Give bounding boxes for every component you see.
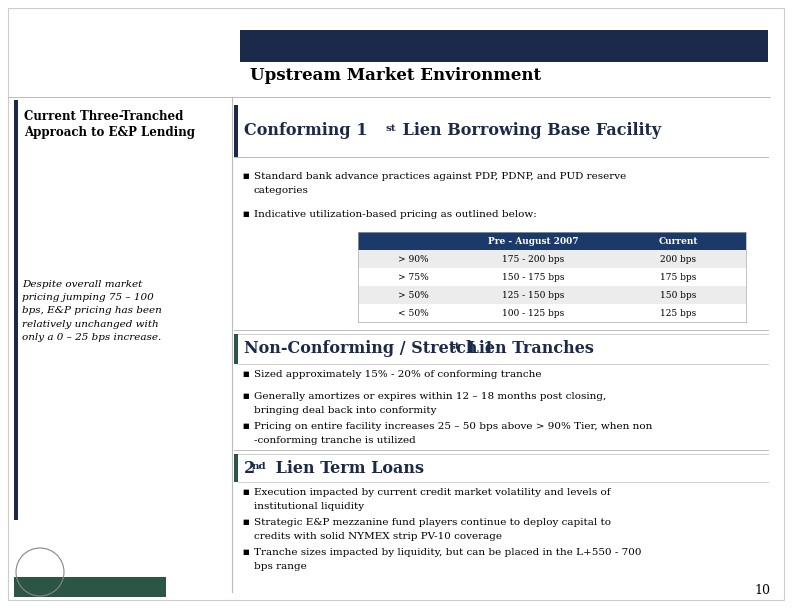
Text: 150 bps: 150 bps: [660, 291, 696, 299]
Text: -conforming tranche is utilized: -conforming tranche is utilized: [254, 436, 416, 445]
Bar: [234, 454, 238, 482]
Bar: [358, 232, 746, 250]
Text: Execution impacted by current credit market volatility and levels of: Execution impacted by current credit mar…: [254, 488, 611, 497]
Bar: [358, 286, 746, 304]
Bar: [240, 30, 768, 62]
Text: 125 - 150 bps: 125 - 150 bps: [502, 291, 564, 299]
Text: ■: ■: [242, 172, 249, 180]
Text: 10: 10: [754, 584, 770, 597]
Bar: [234, 334, 238, 364]
Text: Approach to E&P Lending: Approach to E&P Lending: [24, 126, 195, 139]
Text: > 75%: > 75%: [398, 272, 428, 282]
Text: nd: nd: [252, 462, 267, 471]
Text: categories: categories: [254, 186, 309, 195]
Text: st: st: [450, 342, 461, 351]
Bar: [14, 100, 18, 520]
Text: Current Three-Tranched: Current Three-Tranched: [24, 110, 184, 123]
Text: bringing deal back into conformity: bringing deal back into conformity: [254, 406, 436, 415]
Text: ■: ■: [242, 548, 249, 556]
Text: 2: 2: [244, 460, 255, 477]
Bar: [358, 268, 746, 286]
Bar: [358, 304, 746, 322]
Bar: [14, 577, 166, 597]
Text: 175 - 200 bps: 175 - 200 bps: [502, 255, 564, 264]
Text: Sized approximately 15% - 20% of conforming tranche: Sized approximately 15% - 20% of conform…: [254, 370, 542, 379]
Text: > 90%: > 90%: [398, 255, 428, 264]
Bar: [358, 250, 746, 268]
Text: Standard bank advance practices against PDP, PDNP, and PUD reserve: Standard bank advance practices against …: [254, 172, 626, 181]
Text: st: st: [385, 124, 396, 133]
Text: Conforming 1: Conforming 1: [244, 122, 367, 139]
Text: ■: ■: [242, 488, 249, 496]
Text: > 50%: > 50%: [398, 291, 428, 299]
Text: Generally amortizes or expires within 12 – 18 months post closing,: Generally amortizes or expires within 12…: [254, 392, 606, 401]
Text: ■: ■: [242, 370, 249, 378]
Text: Upstream Market Environment: Upstream Market Environment: [250, 67, 541, 83]
Text: 175 bps: 175 bps: [660, 272, 696, 282]
Text: Current: Current: [658, 236, 698, 245]
Text: ■: ■: [242, 392, 249, 400]
Text: institutional liquidity: institutional liquidity: [254, 502, 364, 511]
Text: 100 - 125 bps: 100 - 125 bps: [502, 308, 564, 318]
Text: Non-Conforming / Stretch 1: Non-Conforming / Stretch 1: [244, 340, 494, 357]
Text: 150 - 175 bps: 150 - 175 bps: [502, 272, 564, 282]
Text: Lien Borrowing Base Facility: Lien Borrowing Base Facility: [397, 122, 661, 139]
Text: Despite overall market
pricing jumping 75 – 100
bps, E&P pricing has been
relati: Despite overall market pricing jumping 7…: [22, 280, 162, 341]
Text: Tranche sizes impacted by liquidity, but can be placed in the L+550 - 700: Tranche sizes impacted by liquidity, but…: [254, 548, 642, 557]
Text: ■: ■: [242, 518, 249, 526]
Text: bps range: bps range: [254, 562, 307, 571]
Text: Pre - August 2007: Pre - August 2007: [488, 236, 578, 245]
Text: Lien Term Loans: Lien Term Loans: [270, 460, 424, 477]
Text: ■: ■: [242, 422, 249, 430]
Text: Indicative utilization-based pricing as outlined below:: Indicative utilization-based pricing as …: [254, 210, 537, 219]
Text: 200 bps: 200 bps: [660, 255, 696, 264]
Text: credits with solid NYMEX strip PV-10 coverage: credits with solid NYMEX strip PV-10 cov…: [254, 532, 502, 541]
Text: Lien Tranches: Lien Tranches: [462, 340, 594, 357]
Text: Strategic E&P mezzanine fund players continue to deploy capital to: Strategic E&P mezzanine fund players con…: [254, 518, 611, 527]
Text: < 50%: < 50%: [398, 308, 428, 318]
Text: ■: ■: [242, 210, 249, 218]
Bar: [234, 105, 238, 157]
Text: Pricing on entire facility increases 25 – 50 bps above > 90% Tier, when non: Pricing on entire facility increases 25 …: [254, 422, 653, 431]
Text: 125 bps: 125 bps: [660, 308, 696, 318]
